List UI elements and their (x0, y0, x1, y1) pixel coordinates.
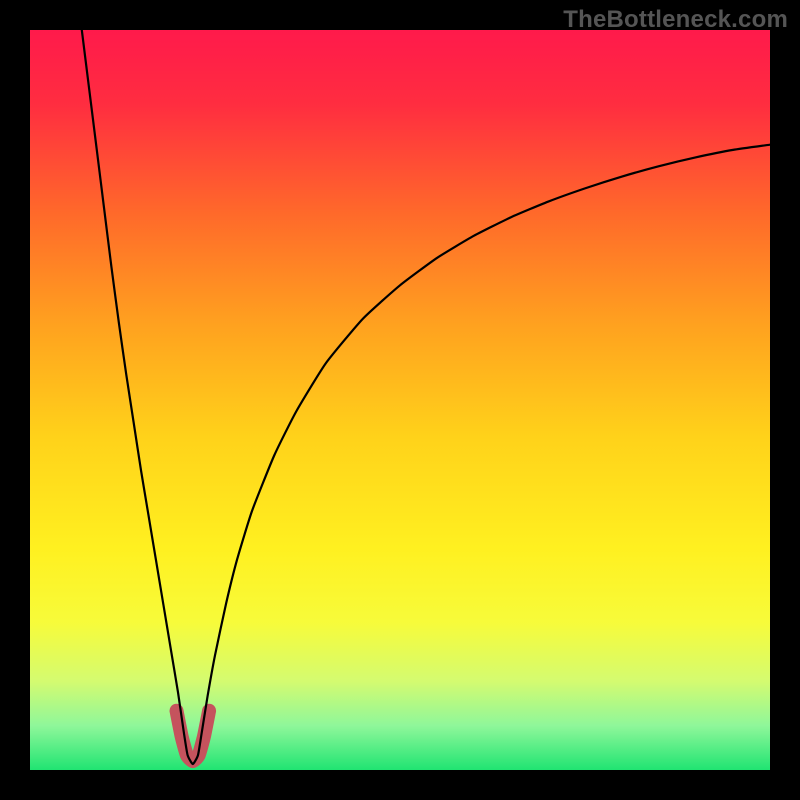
gradient-background (30, 30, 770, 770)
plot-area (30, 30, 770, 770)
watermark-text: TheBottleneck.com (563, 6, 788, 34)
bottleneck-curve-chart (30, 30, 770, 770)
chart-frame: TheBottleneck.com (0, 0, 800, 800)
